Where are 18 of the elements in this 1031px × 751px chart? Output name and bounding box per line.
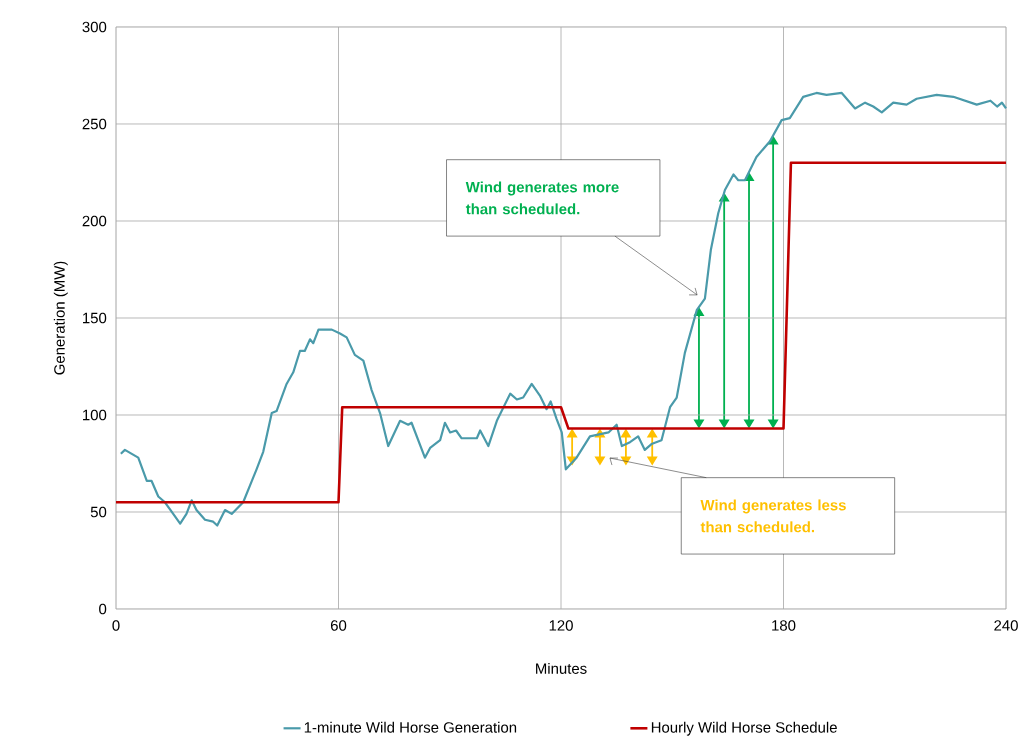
y-tick-label: 100 [83, 409, 107, 421]
y-axis-title: Generation (MW) [53, 261, 68, 375]
x-axis-title: Minutes [536, 662, 587, 674]
y-tick-label: 150 [83, 312, 107, 324]
x-tick-label: 180 [772, 620, 796, 631]
x-tick-label: 240 [994, 620, 1018, 631]
annotation: Wind generates less than scheduled. [700, 499, 846, 533]
x-tick-label: 60 [330, 620, 347, 631]
annotation: Wind generates more than scheduled. [465, 181, 619, 215]
legend-label: Hourly Wild Horse Schedule [651, 721, 837, 736]
x-tick-label: 120 [549, 620, 573, 631]
y-tick-label: 300 [82, 21, 107, 33]
y-tick-label: 250 [82, 118, 107, 130]
y-tick-label: 0 [99, 603, 107, 615]
x-tick-label: 0 [112, 620, 120, 631]
legend-label: 1-minute Wild Horse Generation [304, 721, 517, 733]
y-tick-label: 50 [90, 506, 107, 518]
y-tick-label: 200 [82, 215, 107, 227]
